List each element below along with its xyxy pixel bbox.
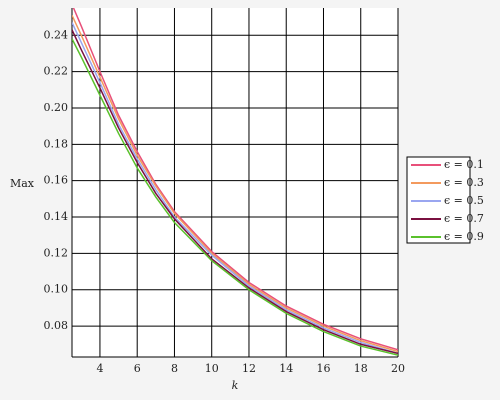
y-tick-label: 0.24 [44,28,69,41]
y-tick-label: 0.10 [44,283,69,296]
series-line [72,29,398,355]
legend-label: ϵ = 0.9 [444,230,484,243]
series-line [72,8,398,351]
legend-label: ϵ = 0.3 [444,176,484,189]
y-tick-label: 0.12 [44,246,69,259]
x-tick-label: 6 [134,362,141,375]
y-tick-label: 0.22 [44,65,69,78]
plot-area [72,8,398,357]
series-line [72,22,398,355]
x-tick-label: 10 [205,362,219,375]
legend-label: ϵ = 0.1 [444,158,484,171]
x-tick-label: 14 [279,362,293,375]
x-tick-label: 8 [171,362,178,375]
x-tick-label: 4 [96,362,103,375]
legend-label: ϵ = 0.5 [444,194,484,207]
y-tick-label: 0.08 [44,319,69,332]
y-tick-label: 0.16 [44,174,69,187]
x-tick-label: 16 [316,362,330,375]
x-axis-label: k [232,379,239,392]
x-tick-label: 20 [391,362,405,375]
legend-label: ϵ = 0.7 [444,212,484,225]
series-group [72,8,398,356]
y-tick-label: 0.18 [44,137,69,150]
y-tick-label: 0.14 [44,210,69,223]
y-tick-label: 0.20 [44,101,69,114]
y-axis-label: Max [10,177,35,190]
series-line [72,14,398,353]
series-line [72,38,398,356]
x-tick-label: 18 [354,362,368,375]
x-tick-label: 12 [242,362,256,375]
